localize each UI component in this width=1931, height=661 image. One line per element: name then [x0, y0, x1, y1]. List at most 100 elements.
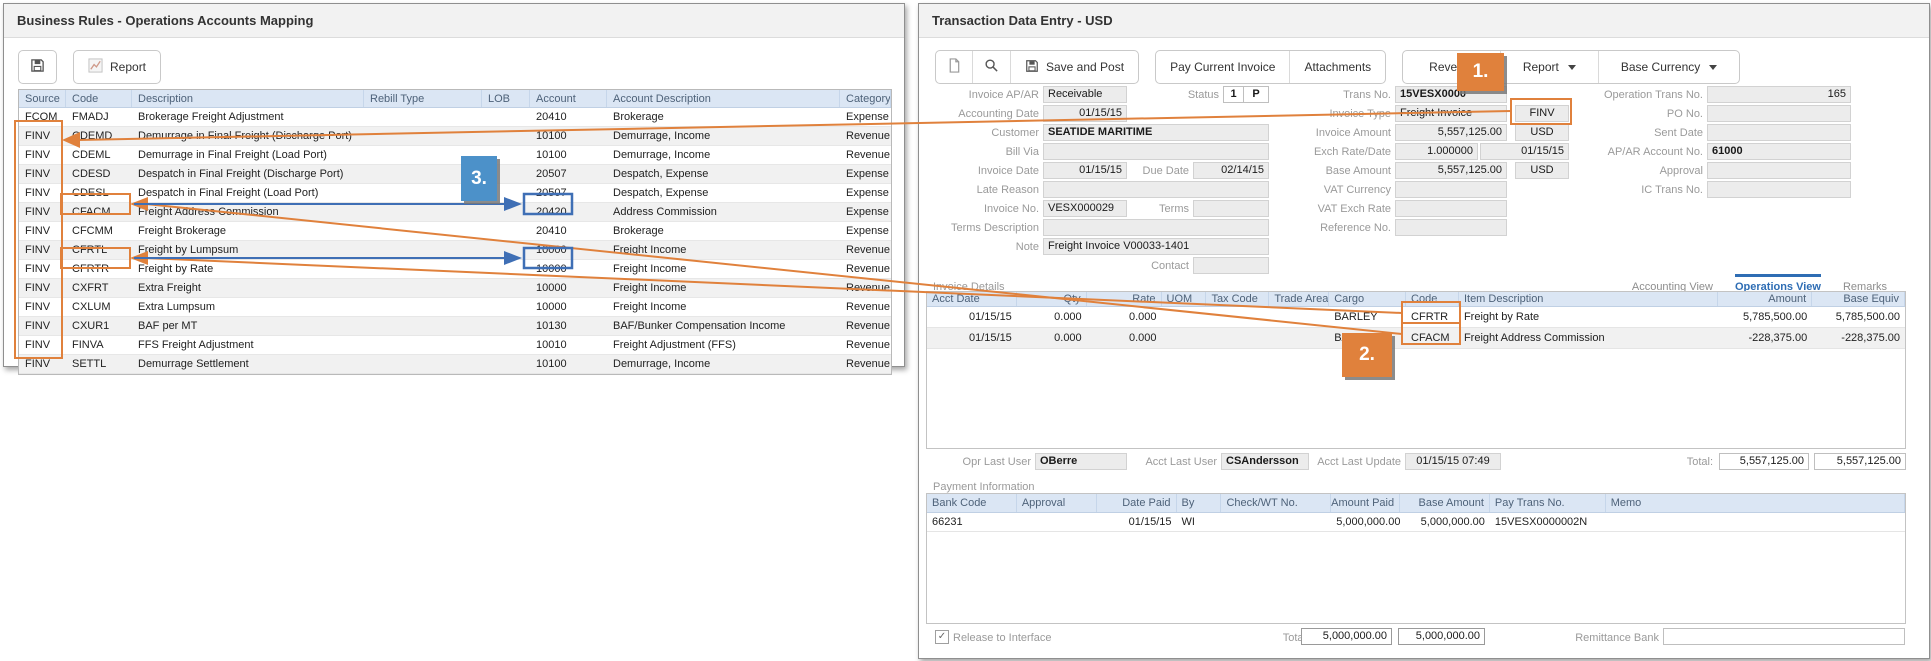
operation-trans-no-field[interactable]: 165	[1707, 86, 1851, 103]
col-by[interactable]: By	[1177, 494, 1222, 512]
table-row[interactable]: FINV CXUR1 BAF per MT 10130 BAF/Bunker C…	[19, 317, 891, 336]
ic-trans-no-field[interactable]	[1707, 181, 1851, 198]
col-pay-trans-no[interactable]: Pay Trans No.	[1490, 494, 1606, 512]
table-row[interactable]: FINV CDEML Demurrage in Final Freight (L…	[19, 146, 891, 165]
cell-source: FINV	[25, 320, 51, 332]
po-no-field[interactable]	[1707, 105, 1851, 122]
col-approval[interactable]: Approval	[1017, 494, 1097, 512]
attachments-button[interactable]: Attachments	[1289, 51, 1385, 83]
table-row[interactable]: FINV CFRTL Freight by Lumpsum 10000 Frei…	[19, 241, 891, 260]
col-lob[interactable]: LOB	[482, 90, 530, 107]
base-amount-field[interactable]: 5,557,125.00	[1395, 162, 1507, 179]
col-acct-date[interactable]: Acct Date	[927, 292, 1017, 306]
invoice-currency-field[interactable]: USD	[1515, 124, 1569, 141]
col-account-description[interactable]: Account Description	[607, 90, 840, 107]
release-to-interface-checkbox[interactable]: ✓	[935, 630, 949, 644]
status-value-field[interactable]: 1	[1223, 86, 1244, 103]
approval-field[interactable]	[1707, 162, 1851, 179]
apar-account-no-field[interactable]: 61000	[1707, 143, 1851, 160]
vat-exch-rate-field[interactable]	[1395, 200, 1507, 217]
col-trade-area[interactable]: Trade Area	[1269, 292, 1330, 306]
col-amount-paid[interactable]: Amount Paid	[1331, 494, 1401, 512]
invoice-no-field[interactable]: VESX000029	[1043, 200, 1127, 217]
exch-rate-field[interactable]: 1.000000	[1395, 143, 1478, 160]
payment-row[interactable]: 66231 01/15/15 WI 5,000,000.00 5,000,000…	[927, 513, 1905, 532]
table-row[interactable]: FINV CDEMD Demurrage in Final Freight (D…	[19, 127, 891, 146]
report-dropdown-button[interactable]: Report	[1499, 51, 1598, 83]
col-amount[interactable]: Amount	[1718, 292, 1813, 306]
table-row[interactable]: FINV CFRTR Freight by Rate 10000 Freight…	[19, 260, 891, 279]
bill-via-field[interactable]	[1043, 143, 1269, 160]
acct-last-user-field[interactable]: CSAndersson	[1221, 453, 1309, 470]
table-row[interactable]: FINV CXLUM Extra Lumpsum 10000 Freight I…	[19, 298, 891, 317]
opr-last-user-field[interactable]: OBerre	[1035, 453, 1127, 470]
vat-currency-field[interactable]	[1395, 181, 1507, 198]
invoice-amount-field[interactable]: 5,557,125.00	[1395, 124, 1507, 141]
note-field[interactable]: Freight Invoice V00033-1401	[1043, 238, 1269, 255]
table-row[interactable]: FINV FINVA FFS Freight Adjustment 10010 …	[19, 336, 891, 355]
cell-account: 10130	[536, 320, 567, 332]
tab-operations-view[interactable]: Operations View	[1734, 274, 1821, 293]
col-description[interactable]: Description	[132, 90, 364, 107]
contact-field[interactable]	[1193, 257, 1269, 274]
reference-no-field[interactable]	[1395, 219, 1507, 236]
table-row[interactable]: FINV CXFRT Extra Freight 10000 Freight I…	[19, 279, 891, 298]
terms-field[interactable]	[1193, 200, 1269, 217]
sent-date-field[interactable]	[1707, 124, 1851, 141]
col-code[interactable]: Code	[66, 90, 132, 107]
col-tax-code[interactable]: Tax Code	[1206, 292, 1270, 306]
remittance-bank-field[interactable]	[1663, 628, 1905, 645]
col-uom[interactable]: UOM	[1162, 292, 1207, 306]
late-reason-field[interactable]	[1043, 181, 1269, 198]
table-row[interactable]: FINV SETTL Demurrage Settlement 10100 De…	[19, 355, 891, 374]
report-button[interactable]: Report	[74, 51, 160, 83]
base-currency-field[interactable]: USD	[1515, 162, 1569, 179]
status-flag-field[interactable]: P	[1243, 86, 1269, 103]
tab-remarks[interactable]: Remarks	[1842, 281, 1887, 293]
table-row[interactable]: FINV CFACM Freight Address Commission 20…	[19, 203, 891, 222]
base-currency-dropdown-button[interactable]: Base Currency	[1597, 51, 1739, 83]
col-rebill-type[interactable]: Rebill Type	[364, 90, 482, 107]
new-document-button[interactable]	[936, 51, 972, 83]
vat-exch-rate-label: VAT Exch Rate	[1317, 203, 1391, 215]
invoice-type-field[interactable]: Freight Invoice	[1395, 105, 1507, 122]
col-date-paid[interactable]: Date Paid	[1097, 494, 1177, 512]
col-check-wt-no[interactable]: Check/WT No.	[1221, 494, 1332, 512]
cell-account: 10000	[536, 282, 567, 294]
col-rate[interactable]: Rate	[1087, 292, 1162, 306]
col-pay-base-amount[interactable]: Base Amount	[1400, 494, 1490, 512]
col-item-description[interactable]: Item Description	[1459, 292, 1719, 306]
acct-last-update-field: 01/15/15 07:49	[1405, 453, 1501, 470]
col-account[interactable]: Account	[530, 90, 607, 107]
save-and-post-button[interactable]: Save and Post	[1010, 51, 1138, 83]
report-button-label: Report	[110, 60, 147, 74]
invoice-date-field[interactable]: 01/15/15	[1043, 162, 1127, 179]
cell-category: Expense	[846, 225, 889, 237]
terms-description-field[interactable]	[1043, 219, 1269, 236]
tab-accounting-view[interactable]: Accounting View	[1631, 281, 1713, 293]
col-source[interactable]: Source	[19, 90, 66, 107]
invoice-apar-field[interactable]: Receivable	[1043, 86, 1127, 103]
search-button[interactable]	[972, 51, 1010, 83]
exch-date-field[interactable]: 01/15/15	[1480, 143, 1569, 160]
save-button[interactable]	[19, 51, 56, 83]
col-qty[interactable]: Qty	[1017, 292, 1087, 306]
col-memo[interactable]: Memo	[1606, 494, 1906, 512]
accounting-date-field[interactable]: 01/15/15	[1043, 105, 1127, 122]
table-row[interactable]: FCOM FMADJ Brokerage Freight Adjustment …	[19, 108, 891, 127]
col-category[interactable]: Category	[840, 90, 891, 107]
col-code[interactable]: Code	[1406, 292, 1459, 306]
customer-field[interactable]: SEATIDE MARITIME	[1043, 124, 1269, 141]
payment-body: 66231 01/15/15 WI 5,000,000.00 5,000,000…	[927, 513, 1905, 532]
due-date-field[interactable]: 02/14/15	[1193, 162, 1269, 179]
invoice-detail-row[interactable]: 01/15/15 0.000 0.000 BARLEY CFACM Freigh…	[927, 328, 1905, 349]
table-row[interactable]: FINV CDESD Despatch in Final Freight (Di…	[19, 165, 891, 184]
col-cargo[interactable]: Cargo	[1329, 292, 1407, 306]
accounts-mapping-table-body: FCOM FMADJ Brokerage Freight Adjustment …	[19, 108, 891, 374]
invoice-detail-row[interactable]: 01/15/15 0.000 0.000 BARLEY CFRTR Freigh…	[927, 307, 1905, 328]
pay-current-invoice-button[interactable]: Pay Current Invoice	[1156, 51, 1289, 83]
table-row[interactable]: FINV CFCMM Freight Brokerage 20410 Broke…	[19, 222, 891, 241]
table-row[interactable]: FINV CDESL Despatch in Final Freight (Lo…	[19, 184, 891, 203]
col-base-equiv[interactable]: Base Equiv	[1812, 292, 1905, 306]
col-bank-code[interactable]: Bank Code	[927, 494, 1017, 512]
